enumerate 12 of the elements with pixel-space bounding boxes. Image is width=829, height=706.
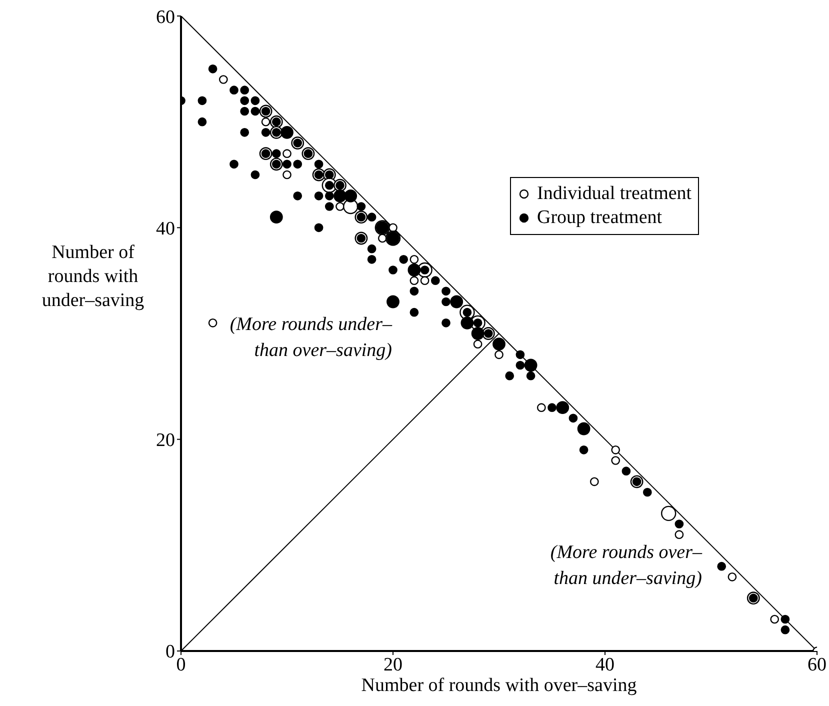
- y-axis-title: Number of rounds with under–saving: [40, 241, 146, 313]
- annotation: (More rounds over– than under–saving): [550, 541, 702, 591]
- legend-label: Group treatment: [537, 206, 662, 230]
- x-tick-label: 60: [808, 654, 826, 676]
- legend-label: Individual treatment: [537, 182, 692, 206]
- x-axis-title: Number of rounds with over–saving: [361, 675, 638, 696]
- y-tick-label: 40: [156, 218, 175, 240]
- y-tick-label: 20: [156, 430, 175, 452]
- x-tick-label: 40: [596, 654, 614, 676]
- x-tick-label: 20: [384, 654, 402, 676]
- annotation: (More rounds under– than over–saving): [230, 313, 392, 363]
- y-tick-label: 60: [156, 6, 175, 28]
